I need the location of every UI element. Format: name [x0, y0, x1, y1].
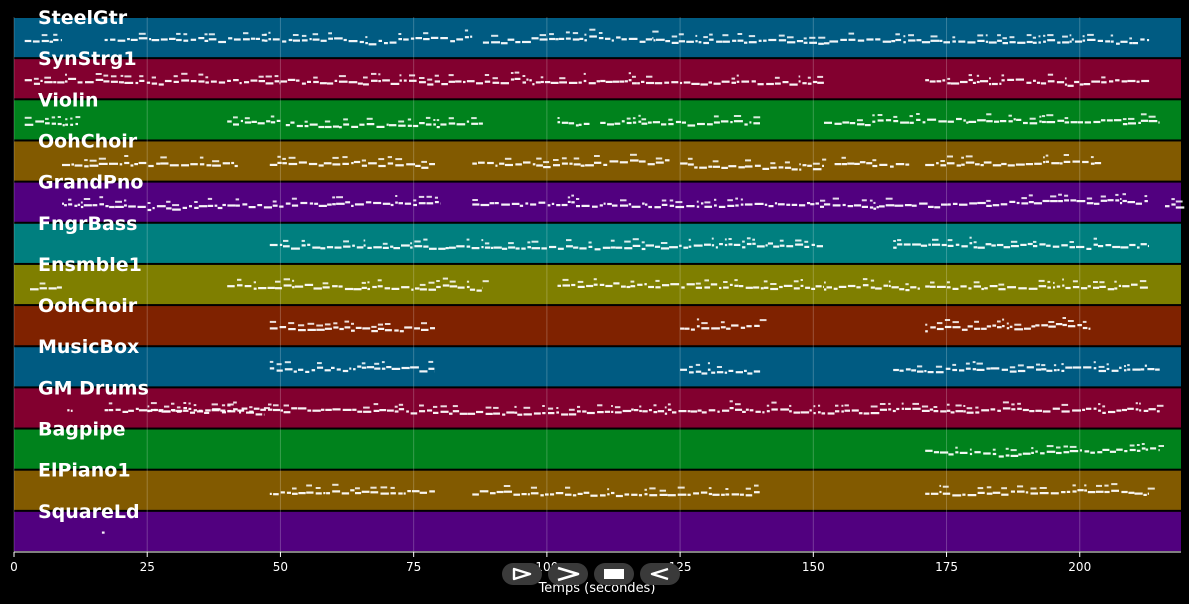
note-segment: [925, 317, 1091, 333]
track-label: Ensmble1: [38, 254, 142, 276]
x-tick-label: 75: [406, 560, 421, 574]
track-band: [14, 59, 1181, 99]
note-segment: [893, 236, 1149, 250]
x-tick-label: 175: [935, 560, 958, 574]
note-segment: [925, 278, 1148, 291]
note-segment: [67, 409, 73, 412]
note-segment: [824, 113, 1160, 127]
track-band: [14, 141, 1181, 181]
note-segment: [269, 237, 823, 251]
note-segment: [62, 195, 441, 212]
note-segment: [62, 155, 238, 168]
note-segment: [466, 71, 601, 86]
playback-controls: [502, 563, 680, 585]
note-segment: [280, 72, 466, 86]
note-segment: [925, 443, 1164, 458]
track-band: [14, 306, 1181, 346]
note-segment: [925, 154, 1102, 167]
note-segment: [680, 157, 827, 171]
track-label: Bagpipe: [38, 419, 126, 441]
note-segment: [482, 28, 659, 45]
note-segment: [120, 72, 281, 86]
track-band: [14, 429, 1181, 469]
track-label: Violin: [38, 89, 99, 111]
track-band: [14, 388, 1181, 428]
x-tick-label: 200: [1068, 560, 1091, 574]
note-segment: [472, 484, 760, 498]
track-label: GrandPno: [38, 172, 143, 194]
track-label: OohChoir: [38, 130, 138, 152]
note-segment: [264, 29, 473, 46]
note-segment: [472, 153, 670, 169]
track-band: [14, 470, 1181, 510]
note-segment: [269, 483, 435, 496]
note-segment: [227, 277, 489, 292]
note-segment: [269, 360, 435, 373]
note-segment: [24, 73, 121, 85]
next-button[interactable]: [548, 563, 588, 585]
note-segment: [269, 320, 435, 333]
track-band: [14, 182, 1181, 222]
track-band: [14, 511, 1181, 551]
play-outline-button[interactable]: [502, 563, 542, 585]
track-band: [14, 347, 1181, 387]
tracks-group: [14, 18, 1181, 551]
rewind-icon: [650, 567, 669, 581]
note-segment: [824, 32, 931, 45]
x-tick-label: 50: [273, 560, 288, 574]
play-outline-icon: [512, 567, 532, 581]
track-labels: SteelGtr SynStrg1 Violin OohChoir GrandPno Fn…: [38, 7, 149, 523]
notes-group: [24, 28, 1185, 534]
track-label: SynStrg1: [38, 48, 137, 70]
note-segment: [101, 531, 105, 534]
track-band: [14, 18, 1181, 58]
track-label: SteelGtr: [38, 7, 128, 29]
note-segment: [930, 33, 1150, 45]
note-segment: [834, 156, 910, 168]
x-tick-label: 0: [10, 560, 18, 574]
stop-icon: [604, 569, 624, 579]
track-label: MusicBox: [38, 336, 139, 358]
note-segment: [24, 116, 81, 127]
note-segment: [104, 32, 267, 44]
note-segment: [557, 278, 824, 291]
chevron-right-icon: [557, 566, 580, 582]
note-segment: [30, 282, 62, 291]
note-segment: [680, 318, 767, 331]
note-segment: [824, 278, 920, 292]
track-label: FngrBass: [38, 213, 137, 235]
note-segment: [557, 117, 590, 127]
note-segment: [600, 114, 761, 127]
note-segment: [285, 116, 483, 129]
stop-button[interactable]: [594, 563, 634, 585]
track-label: ElPiano1: [38, 460, 131, 482]
note-segment: [680, 362, 761, 375]
note-segment: [824, 193, 1148, 210]
rewind-button[interactable]: [640, 563, 680, 585]
grid-lines: [13, 17, 1081, 552]
note-segment: [147, 400, 1164, 416]
track-label: OohChoir: [38, 295, 138, 317]
x-tick-label: 150: [802, 560, 825, 574]
track-label: SquareLd: [38, 501, 140, 523]
note-segment: [269, 155, 435, 169]
note-segment: [227, 115, 281, 126]
note-segment: [472, 194, 826, 209]
track-band: [14, 223, 1181, 263]
note-segment: [600, 72, 824, 86]
x-axis: 0 25 50 75 100 125 150 175 200: [10, 551, 1181, 574]
note-segment: [24, 33, 62, 43]
note-segment: [1165, 198, 1185, 209]
note-segment: [925, 73, 1150, 87]
track-band: [14, 100, 1181, 140]
track-label: GM Drums: [38, 377, 149, 399]
x-tick-label: 25: [140, 560, 155, 574]
note-segment: [925, 483, 1155, 497]
note-segment: [653, 33, 826, 45]
note-segment: [893, 361, 1160, 374]
